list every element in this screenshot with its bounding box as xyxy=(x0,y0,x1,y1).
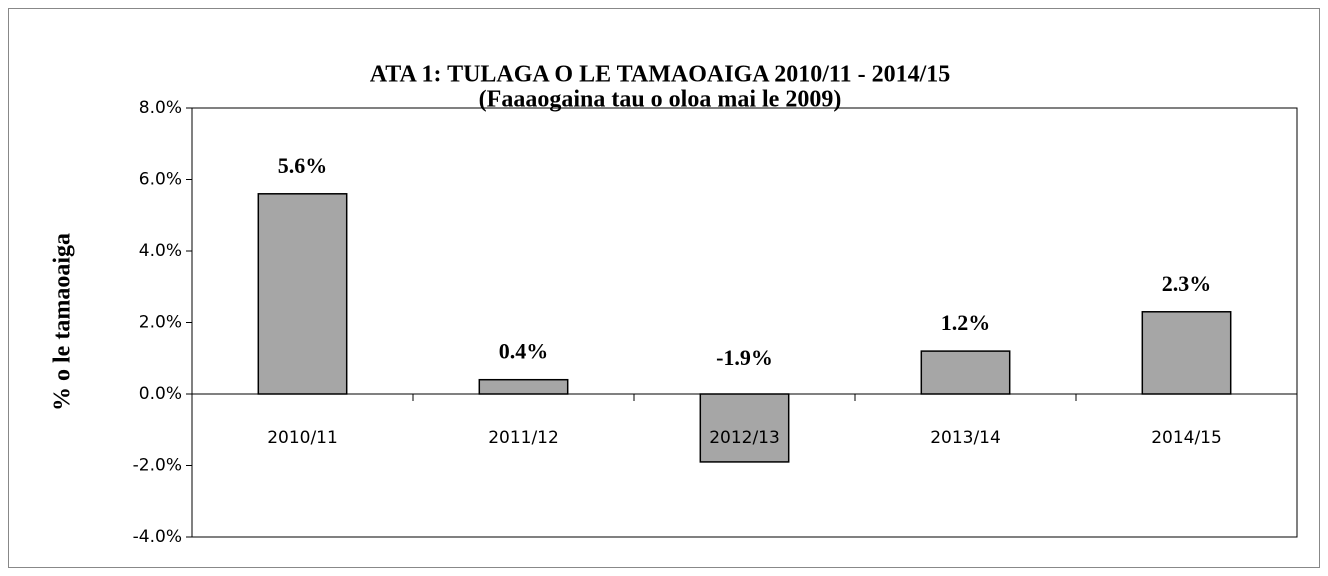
data-label: 1.2% xyxy=(941,310,991,335)
chart-frame xyxy=(8,8,1320,568)
data-label: -1.9% xyxy=(716,345,773,370)
bar xyxy=(920,350,1011,395)
y-tick-label: 0.0% xyxy=(139,384,182,404)
bar xyxy=(478,378,569,395)
y-tick-label: 8.0% xyxy=(139,98,182,118)
y-tick-label: -4.0% xyxy=(133,527,182,547)
bar xyxy=(699,393,790,463)
y-tick-label: 4.0% xyxy=(139,241,182,261)
data-label: 5.6% xyxy=(278,153,328,178)
x-tick-label: 2012/13 xyxy=(709,428,780,448)
y-tick-label: -2.0% xyxy=(133,456,182,476)
y-axis-label: % o le tamaoaiga xyxy=(50,233,76,411)
x-tick-label: 2010/11 xyxy=(267,428,338,448)
x-tick-label: 2014/15 xyxy=(1151,428,1222,448)
bar xyxy=(257,193,348,395)
y-tick-label: 6.0% xyxy=(139,170,182,190)
x-tick-label: 2013/14 xyxy=(930,428,1001,448)
data-label: 2.3% xyxy=(1162,271,1212,296)
y-tick-label: 2.0% xyxy=(139,313,182,333)
bar xyxy=(1141,311,1232,395)
chart-subtitle: (Faaaogaina tau o oloa mai le 2009) xyxy=(479,87,842,113)
x-tick-label: 2011/12 xyxy=(488,428,559,448)
chart-title: ATA 1: TULAGA O LE TAMAOAIGA 2010/11 - 2… xyxy=(370,62,951,88)
data-label: 0.4% xyxy=(499,339,549,364)
